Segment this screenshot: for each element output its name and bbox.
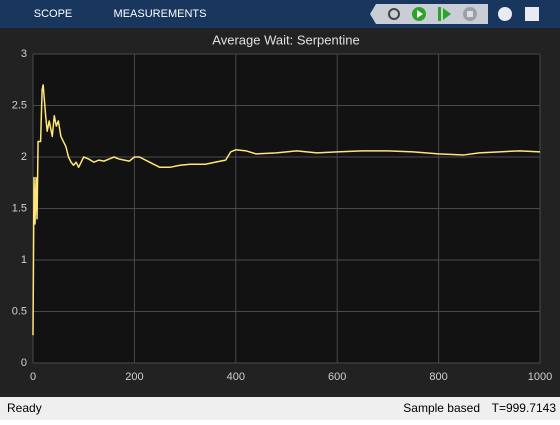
- status-state: Ready: [7, 401, 42, 415]
- tab-scope[interactable]: SCOPE: [34, 8, 73, 20]
- status-time: T=999.7143: [492, 401, 557, 415]
- toolbar-group: [370, 4, 488, 24]
- undock-button[interactable]: [525, 7, 539, 21]
- y-tick-label: 0: [21, 357, 27, 369]
- y-tick-label: 1: [21, 254, 27, 266]
- status-bar: [0, 397, 560, 420]
- y-tick-label: 3: [21, 48, 27, 60]
- step-button[interactable]: [438, 7, 441, 21]
- x-tick-label: 1000: [528, 371, 552, 383]
- y-tick-label: 0.5: [12, 305, 27, 317]
- x-tick-label: 0: [30, 371, 36, 383]
- status-mode: Sample based: [403, 401, 480, 415]
- data-line: [32, 84, 541, 336]
- run-icon: [417, 10, 423, 18]
- tab-measurements[interactable]: MEASUREMENTS: [114, 8, 207, 20]
- help-button[interactable]: [498, 7, 512, 21]
- y-tick-label: 2: [21, 151, 27, 163]
- y-tick-label: 1.5: [12, 202, 27, 214]
- x-tick-label: 400: [227, 371, 245, 383]
- x-tick-label: 800: [429, 371, 447, 383]
- x-tick-label: 200: [125, 371, 143, 383]
- chart-title: Average Wait: Serpentine: [212, 32, 359, 47]
- step-icon: [443, 8, 451, 20]
- y-tick-label: 2.5: [12, 99, 27, 111]
- stop-icon: [467, 11, 473, 17]
- settings-button[interactable]: [388, 8, 400, 20]
- x-tick-label: 600: [328, 371, 346, 383]
